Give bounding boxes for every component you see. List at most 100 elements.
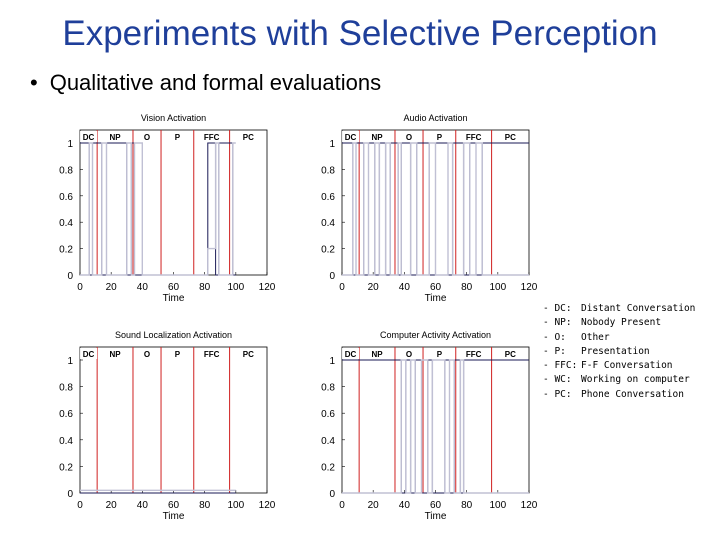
- segment-label-bg: [141, 131, 153, 142]
- y-tick-label: 0.4: [321, 218, 335, 229]
- bullet-text: Qualitative and formal evaluations: [49, 70, 382, 95]
- segment-label: P: [175, 133, 181, 142]
- segment-label-bg: [462, 131, 485, 142]
- x-tick-label: 80: [199, 500, 211, 511]
- legend-row: - PC: Phone Conversation: [543, 388, 695, 402]
- segment-label: FFC: [466, 133, 482, 142]
- segment-label-bg: [200, 348, 223, 359]
- x-tick-label: 60: [430, 282, 442, 293]
- legend-row: - O: Other: [543, 331, 695, 345]
- legend-row: - DC: Distant Conversation: [543, 302, 695, 316]
- x-axis-label: Time: [425, 293, 447, 304]
- series-line: [342, 142, 529, 276]
- x-axis-label: Time: [425, 511, 447, 522]
- x-tick-label: 0: [77, 282, 83, 293]
- legend-value: Phone Conversation: [581, 388, 684, 400]
- x-tick-label: 0: [339, 500, 345, 511]
- y-tick-label: 1: [67, 139, 73, 150]
- slide-title: Experiments with Selective Perception: [62, 14, 658, 53]
- segment-label: DC: [345, 350, 357, 359]
- segment-label-bg: [171, 131, 184, 142]
- legend-row: - FFC: F-F Conversation: [543, 359, 695, 373]
- legend-value: Other: [581, 331, 610, 343]
- y-tick-label: 0.2: [59, 245, 73, 256]
- x-tick-label: 100: [227, 500, 244, 511]
- segment-label-bg: [239, 131, 257, 142]
- y-tick-label: 0: [67, 489, 73, 500]
- y-tick-label: 0.8: [59, 165, 73, 176]
- chart-panel: Sound Localization Activation 0 20 40 60 80 10…: [59, 330, 276, 522]
- bullet-dot-icon: •: [30, 70, 38, 95]
- segment-label: FFC: [466, 350, 482, 359]
- legend-value: F-F Conversation: [581, 360, 673, 372]
- x-tick-label: 20: [368, 500, 380, 511]
- y-tick-label: 0.4: [59, 218, 73, 229]
- y-tick-label: 0.8: [59, 383, 73, 394]
- segment-label: O: [144, 350, 150, 359]
- x-tick-label: 120: [521, 282, 538, 293]
- x-tick-label: 40: [137, 500, 149, 511]
- segment-label-bg: [433, 131, 446, 142]
- legend-value: Presentation: [581, 345, 650, 357]
- segment-label: P: [175, 350, 181, 359]
- x-tick-label: 100: [227, 282, 244, 293]
- bullet-item: • Qualitative and formal evaluations: [30, 70, 381, 96]
- segment-label: FFC: [204, 350, 220, 359]
- segment-label: FFC: [204, 133, 220, 142]
- x-tick-label: 0: [339, 282, 345, 293]
- segment-label-bg: [501, 131, 519, 142]
- segment-label: O: [144, 133, 150, 142]
- segment-label: O: [406, 133, 412, 142]
- x-axis-label: Time: [163, 293, 185, 304]
- segment-label-bg: [368, 348, 386, 359]
- y-tick-label: 0.4: [59, 436, 73, 447]
- segment-label-bg: [171, 348, 184, 359]
- x-tick-label: 40: [137, 282, 149, 293]
- series-line: [342, 359, 529, 494]
- x-axis-label: Time: [163, 511, 185, 522]
- x-tick-label: 40: [399, 282, 411, 293]
- x-tick-label: 100: [489, 500, 506, 511]
- x-tick-label: 20: [106, 500, 118, 511]
- y-tick-label: 0.2: [321, 462, 335, 473]
- segment-label-bg: [80, 131, 98, 142]
- segment-label: PC: [505, 350, 516, 359]
- legend-key: - WC:: [543, 374, 572, 386]
- y-tick-label: 0.6: [59, 192, 73, 203]
- legend: - DC: Distant Conversation - NP: Nobody Pre…: [543, 302, 695, 402]
- x-tick-label: 20: [106, 282, 118, 293]
- x-tick-label: 80: [461, 282, 473, 293]
- chart-title: Audio Activation: [403, 113, 467, 123]
- segment-label-bg: [501, 348, 519, 359]
- segment-label-bg: [342, 348, 360, 359]
- x-tick-label: 60: [430, 500, 442, 511]
- y-tick-label: 0.6: [321, 192, 335, 203]
- segment-label: DC: [345, 133, 357, 142]
- segment-label: PC: [243, 350, 254, 359]
- chart-title: Sound Localization Activation: [115, 330, 232, 340]
- series-line: [342, 142, 529, 276]
- y-tick-label: 1: [329, 356, 335, 367]
- legend-key: - PC:: [543, 388, 572, 400]
- x-tick-label: 60: [168, 500, 180, 511]
- segment-label-bg: [141, 348, 153, 359]
- x-tick-label: 60: [168, 282, 180, 293]
- y-tick-label: 0.8: [321, 165, 335, 176]
- legend-value: Working on computer: [581, 374, 690, 386]
- segment-label-bg: [433, 348, 446, 359]
- x-tick-label: 100: [489, 282, 506, 293]
- segment-label-bg: [200, 131, 223, 142]
- segment-label: NP: [110, 350, 122, 359]
- x-tick-label: 80: [461, 500, 473, 511]
- segment-label: P: [437, 350, 443, 359]
- segment-label: PC: [243, 133, 254, 142]
- y-tick-label: 0.8: [321, 383, 335, 394]
- segment-label-bg: [239, 348, 257, 359]
- y-tick-label: 0.4: [321, 436, 335, 447]
- segment-label: NP: [110, 133, 122, 142]
- segment-label-bg: [403, 348, 415, 359]
- x-tick-label: 20: [368, 282, 380, 293]
- segment-label: NP: [372, 133, 384, 142]
- x-tick-label: 120: [259, 282, 276, 293]
- segment-label: P: [437, 133, 443, 142]
